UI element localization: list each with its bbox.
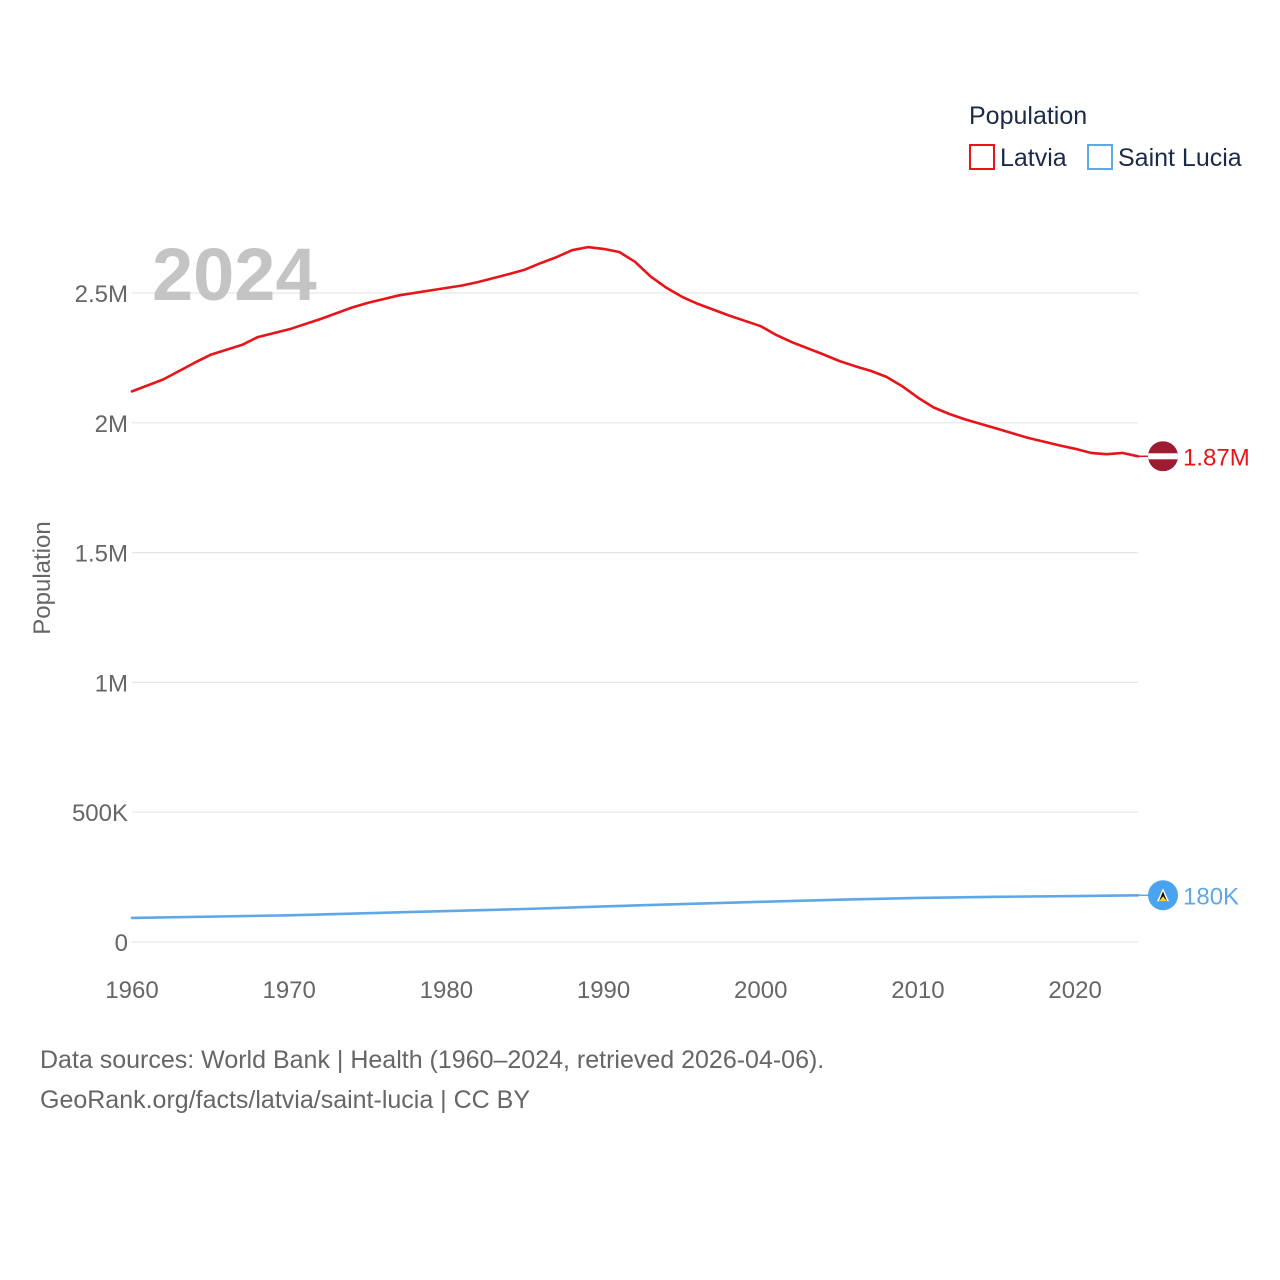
y-tick-2m: 2M	[95, 411, 128, 438]
y-tick-1-5m: 1.5M	[75, 541, 128, 568]
legend-label-saint-lucia: Saint Lucia	[1118, 144, 1242, 172]
y-tick-0: 0	[115, 930, 128, 957]
legend-item-latvia[interactable]: Latvia	[969, 144, 1067, 172]
x-tick-2020: 2020	[1048, 977, 1101, 1004]
source-note: Data sources: World Bank | Health (1960–…	[40, 1040, 824, 1120]
legend-swatch-saint-lucia	[1087, 144, 1113, 170]
y-tick-2-5m: 2.5M	[75, 281, 128, 308]
saint-lucia-flag-icon	[1148, 880, 1178, 911]
end-label-latvia: 1.87M	[1183, 444, 1250, 471]
series-endpoints: 1.87M 180K	[1138, 441, 1250, 911]
latvia-flag-icon	[1148, 441, 1178, 472]
source-line-2[interactable]: GeoRank.org/facts/latvia/saint-lucia | C…	[40, 1086, 531, 1114]
y-tick-1m: 1M	[95, 670, 128, 697]
y-axis-label: Population	[29, 521, 56, 634]
end-label-saint-lucia: 180K	[1183, 883, 1239, 910]
series-lines	[130, 245, 1140, 920]
y-tick-500k: 500K	[72, 800, 128, 827]
source-line-1: Data sources: World Bank | Health (1960–…	[40, 1046, 825, 1074]
x-tick-1980: 1980	[420, 977, 473, 1004]
legend-label-latvia: Latvia	[1000, 144, 1067, 172]
legend-item-saint-lucia[interactable]: Saint Lucia	[1087, 144, 1242, 172]
x-tick-1970: 1970	[262, 977, 315, 1004]
x-axis-ticks: 1960 1970 1980 1990 2000 2010 2020	[105, 977, 1102, 1004]
x-tick-1960: 1960	[105, 977, 158, 1004]
y-axis-ticks: 0 500K 1M 1.5M 2M 2.5M	[72, 281, 128, 957]
series-line-saint-lucia	[130, 894, 1140, 920]
year-label: 2024	[152, 233, 317, 316]
legend-title: Population	[969, 102, 1087, 130]
series-line-latvia	[130, 245, 1140, 458]
x-tick-2000: 2000	[734, 977, 787, 1004]
grid	[132, 292, 1138, 943]
x-tick-2010: 2010	[891, 977, 944, 1004]
legend: Population Latvia Saint Lucia	[969, 102, 1242, 172]
x-tick-1990: 1990	[577, 977, 630, 1004]
legend-swatch-latvia	[969, 144, 995, 170]
